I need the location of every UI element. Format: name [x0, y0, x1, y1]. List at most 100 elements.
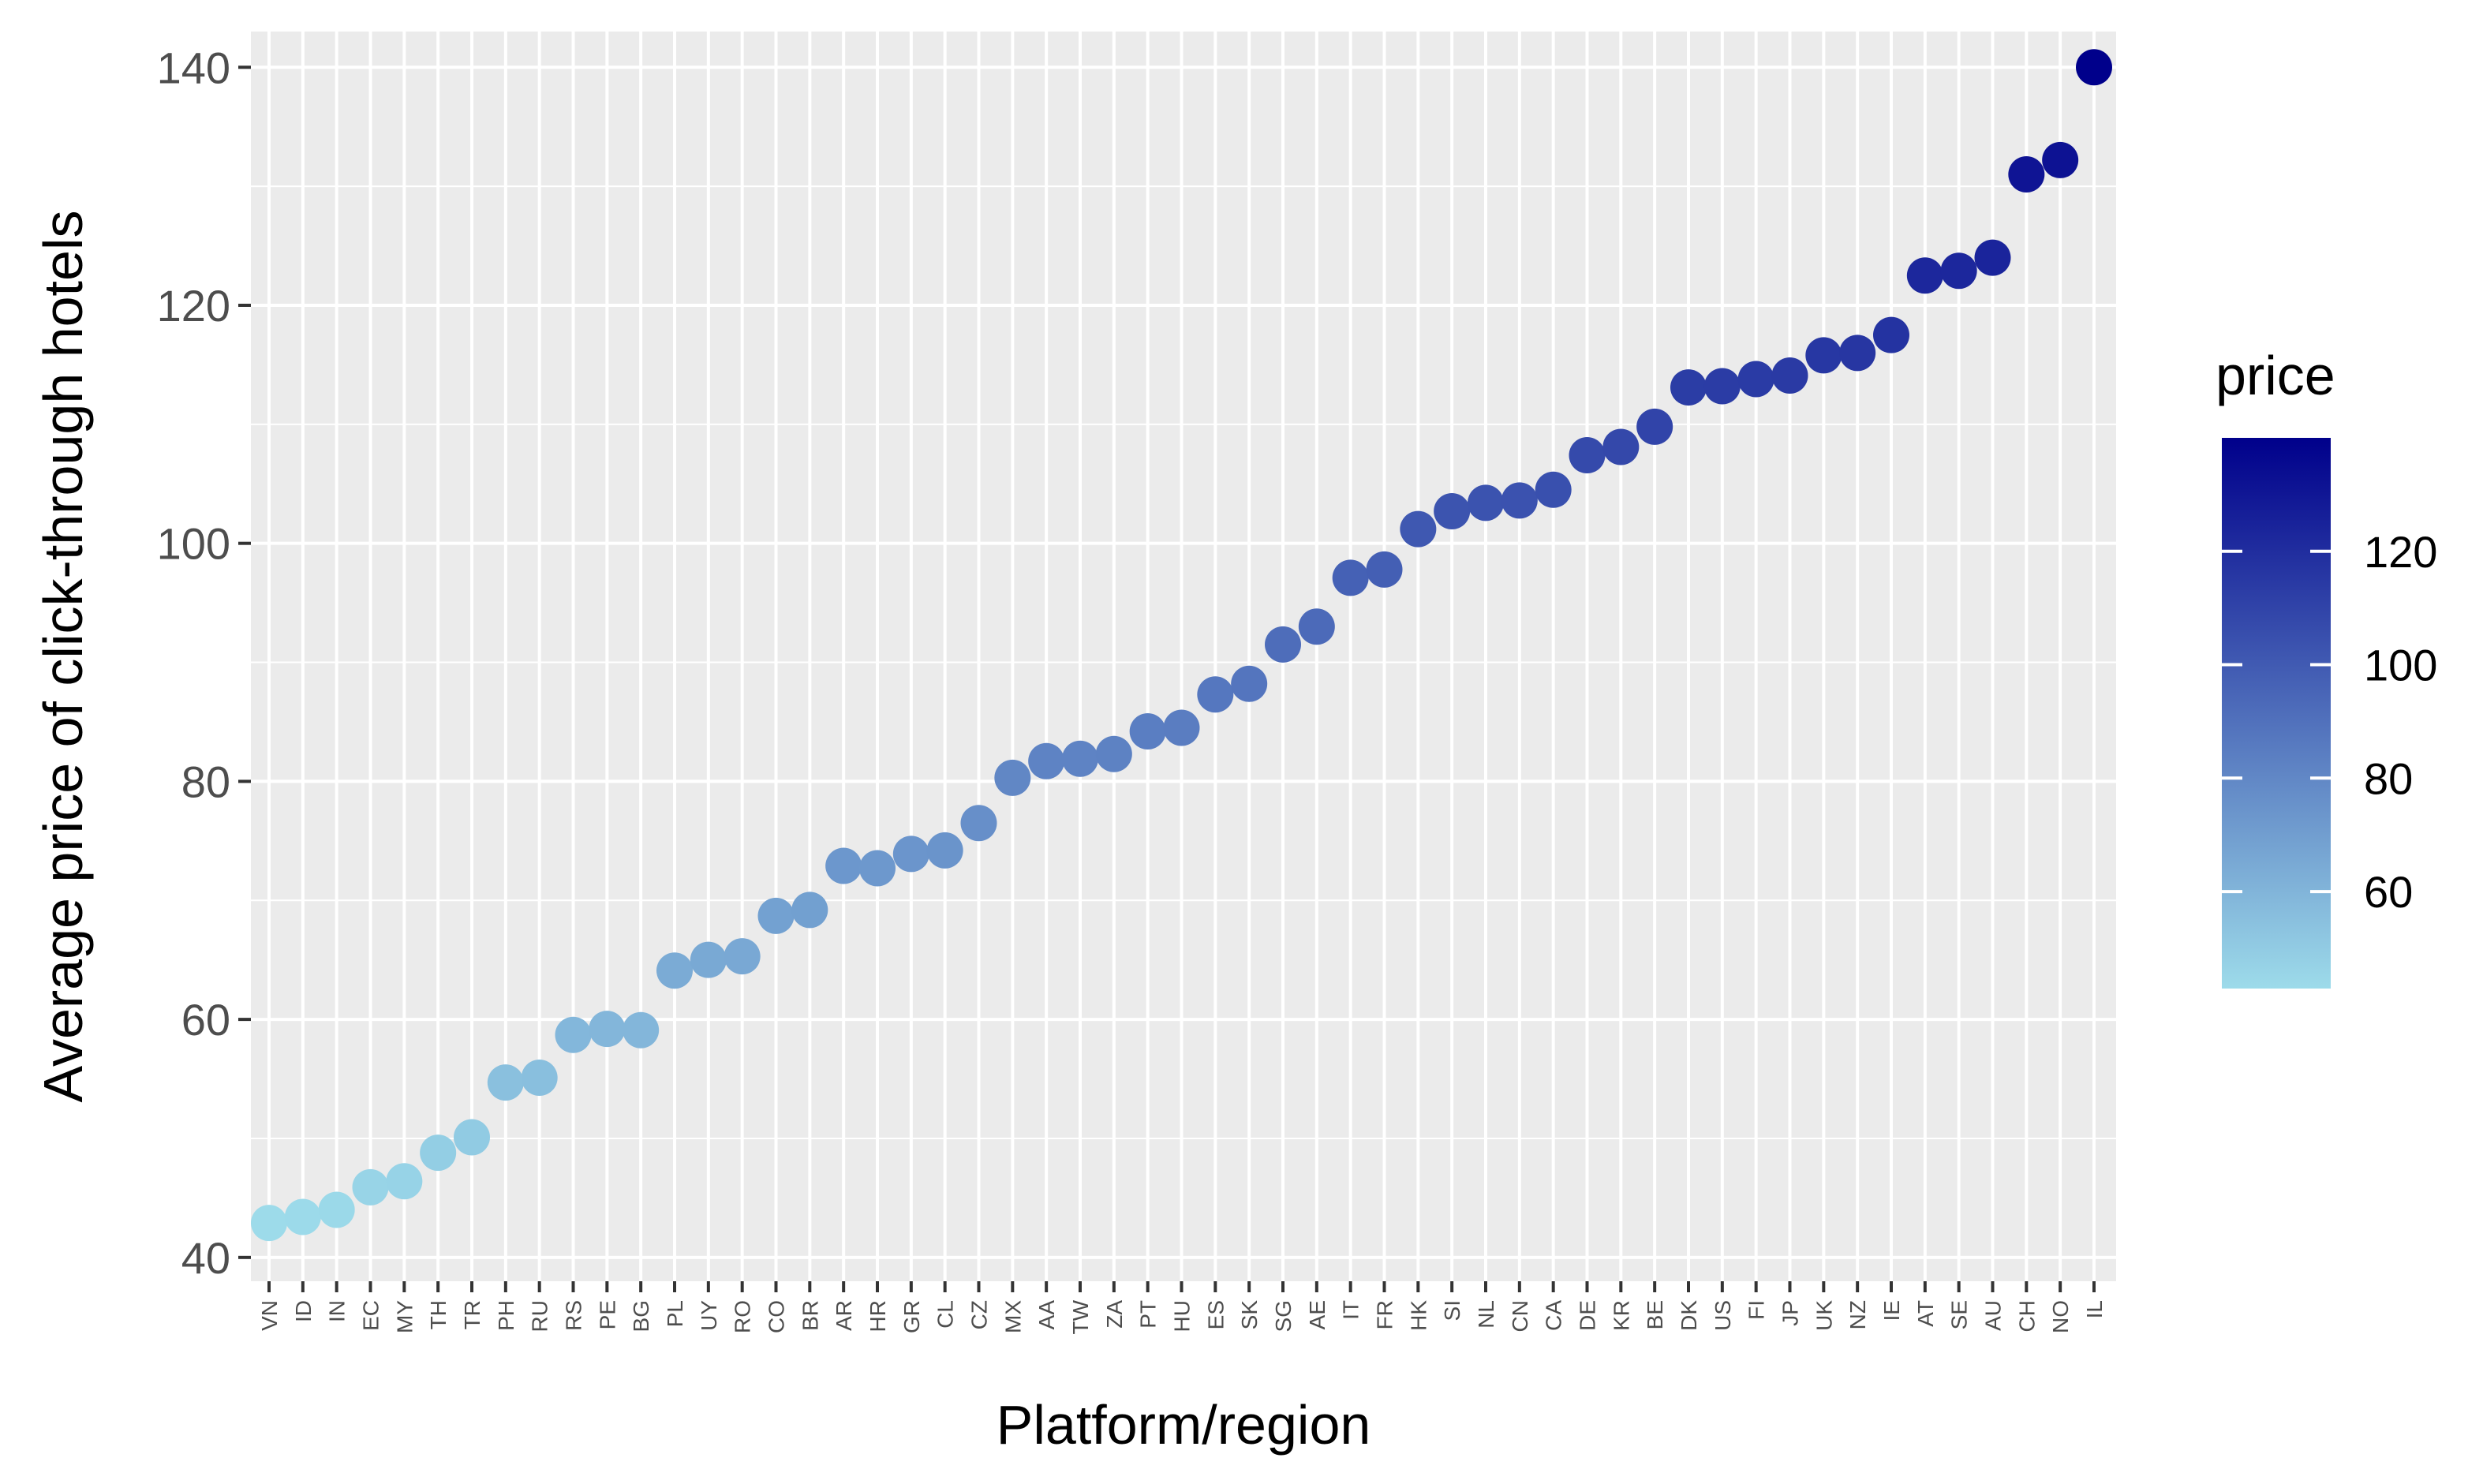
legend: price 60 80 100 120	[2216, 345, 2437, 989]
data-points	[251, 49, 2112, 1242]
data-point	[926, 832, 963, 869]
data-point	[1805, 337, 1842, 374]
x-tick-label: NO	[2048, 1300, 2073, 1333]
x-tick-label: DK	[1677, 1300, 1701, 1331]
x-tick-label: SI	[1440, 1300, 1464, 1321]
data-point	[1839, 335, 1876, 372]
data-point	[1366, 551, 1403, 588]
data-point	[892, 835, 929, 873]
x-tick-label: HU	[1170, 1300, 1195, 1332]
y-tick-label: 100	[157, 519, 230, 569]
legend-tick-label: 120	[2364, 527, 2437, 577]
x-tick-label: GR	[899, 1300, 924, 1333]
x-tick-label: CL	[933, 1300, 958, 1329]
data-point	[2042, 141, 2079, 178]
x-tick-label: UY	[697, 1300, 721, 1331]
y-tick-label: 120	[157, 281, 230, 331]
x-tick-label: PL	[663, 1300, 687, 1327]
data-point	[1468, 484, 1504, 521]
x-tick-label: CO	[765, 1300, 789, 1333]
data-point	[724, 938, 761, 975]
data-point	[1400, 510, 1437, 548]
x-tick-label: AA	[1034, 1300, 1059, 1330]
x-tick-label: VN	[257, 1300, 282, 1331]
x-tick-label: IE	[1879, 1300, 1904, 1321]
data-point	[454, 1119, 490, 1156]
data-point	[352, 1168, 389, 1206]
data-point	[1062, 740, 1098, 777]
x-tick-label: AT	[1913, 1300, 1938, 1327]
y-tick-label: 60	[181, 995, 230, 1045]
y-tick-label: 40	[181, 1233, 230, 1283]
x-tick-label: FR	[1373, 1300, 1397, 1329]
x-axis: VN ID IN EC MY TH TR PH RU RS PE BG PL UY RO CO BR AR HR GR…	[257, 1281, 2107, 1335]
x-tick-label: RS	[562, 1300, 586, 1331]
x-tick-label: CN	[1508, 1300, 1532, 1332]
grid-minor-y	[251, 185, 2116, 1139]
data-point	[1602, 428, 1640, 465]
data-point	[623, 1011, 660, 1049]
data-point	[2008, 156, 2045, 193]
data-point	[1670, 369, 1707, 406]
data-point	[1737, 361, 1774, 398]
legend-tick-label: 100	[2364, 641, 2437, 690]
data-point	[994, 759, 1031, 796]
data-point	[690, 941, 727, 978]
x-tick-label: BE	[1643, 1300, 1667, 1329]
data-point	[1906, 257, 1943, 294]
x-tick-label: MX	[1000, 1300, 1025, 1333]
x-tick-label: KR	[1609, 1300, 1633, 1331]
x-tick-label: TH	[426, 1300, 451, 1329]
y-axis: 40 60 80 100 120 140	[157, 43, 251, 1283]
data-point	[284, 1198, 321, 1235]
x-tick-label: US	[1711, 1300, 1735, 1331]
legend-colorbar	[2222, 438, 2331, 989]
x-tick-label: EC	[359, 1300, 383, 1331]
data-point	[757, 897, 795, 934]
data-point	[859, 850, 896, 887]
x-tick-label: PE	[595, 1300, 619, 1329]
data-point	[1535, 471, 1572, 508]
x-tick-label: RU	[528, 1300, 552, 1332]
x-tick-label: CH	[2014, 1300, 2039, 1332]
data-point	[1703, 368, 1741, 405]
grid-major-y	[251, 65, 2116, 1259]
data-point	[1569, 437, 1606, 474]
data-point	[1873, 316, 1909, 353]
x-tick-label: HR	[866, 1300, 890, 1332]
data-point	[825, 847, 862, 884]
x-tick-label: FI	[1744, 1300, 1769, 1320]
data-point	[318, 1191, 355, 1228]
data-point	[1940, 252, 1977, 290]
x-tick-label: AR	[832, 1300, 856, 1331]
data-point	[2076, 49, 2112, 86]
x-tick-label: UK	[1812, 1300, 1836, 1331]
data-point	[1028, 742, 1065, 779]
data-point	[1771, 357, 1808, 394]
y-tick-label: 80	[181, 757, 230, 806]
data-point	[386, 1163, 423, 1200]
data-point	[487, 1064, 524, 1101]
x-tick-label: TW	[1068, 1299, 1093, 1334]
data-point	[960, 805, 997, 842]
data-point	[1298, 608, 1335, 645]
x-tick-label: TR	[460, 1300, 484, 1329]
x-tick-label: ES	[1203, 1300, 1228, 1329]
data-point	[555, 1016, 592, 1053]
x-tick-label: IN	[325, 1300, 350, 1322]
x-tick-label: SG	[1271, 1300, 1296, 1332]
x-tick-label: NZ	[1845, 1300, 1870, 1329]
data-point	[1636, 408, 1673, 445]
grid-major-x	[267, 32, 2096, 1281]
x-tick-label: JP	[1778, 1300, 1803, 1326]
data-point	[1434, 492, 1471, 529]
data-point	[1095, 735, 1132, 772]
legend-tick-label: 80	[2364, 753, 2413, 803]
x-tick-label: ZA	[1102, 1300, 1127, 1329]
x-tick-label: RO	[731, 1300, 755, 1333]
plot-panel	[251, 32, 2116, 1281]
x-tick-label: AE	[1305, 1300, 1329, 1329]
data-point	[1231, 665, 1268, 702]
data-point	[1163, 709, 1200, 746]
